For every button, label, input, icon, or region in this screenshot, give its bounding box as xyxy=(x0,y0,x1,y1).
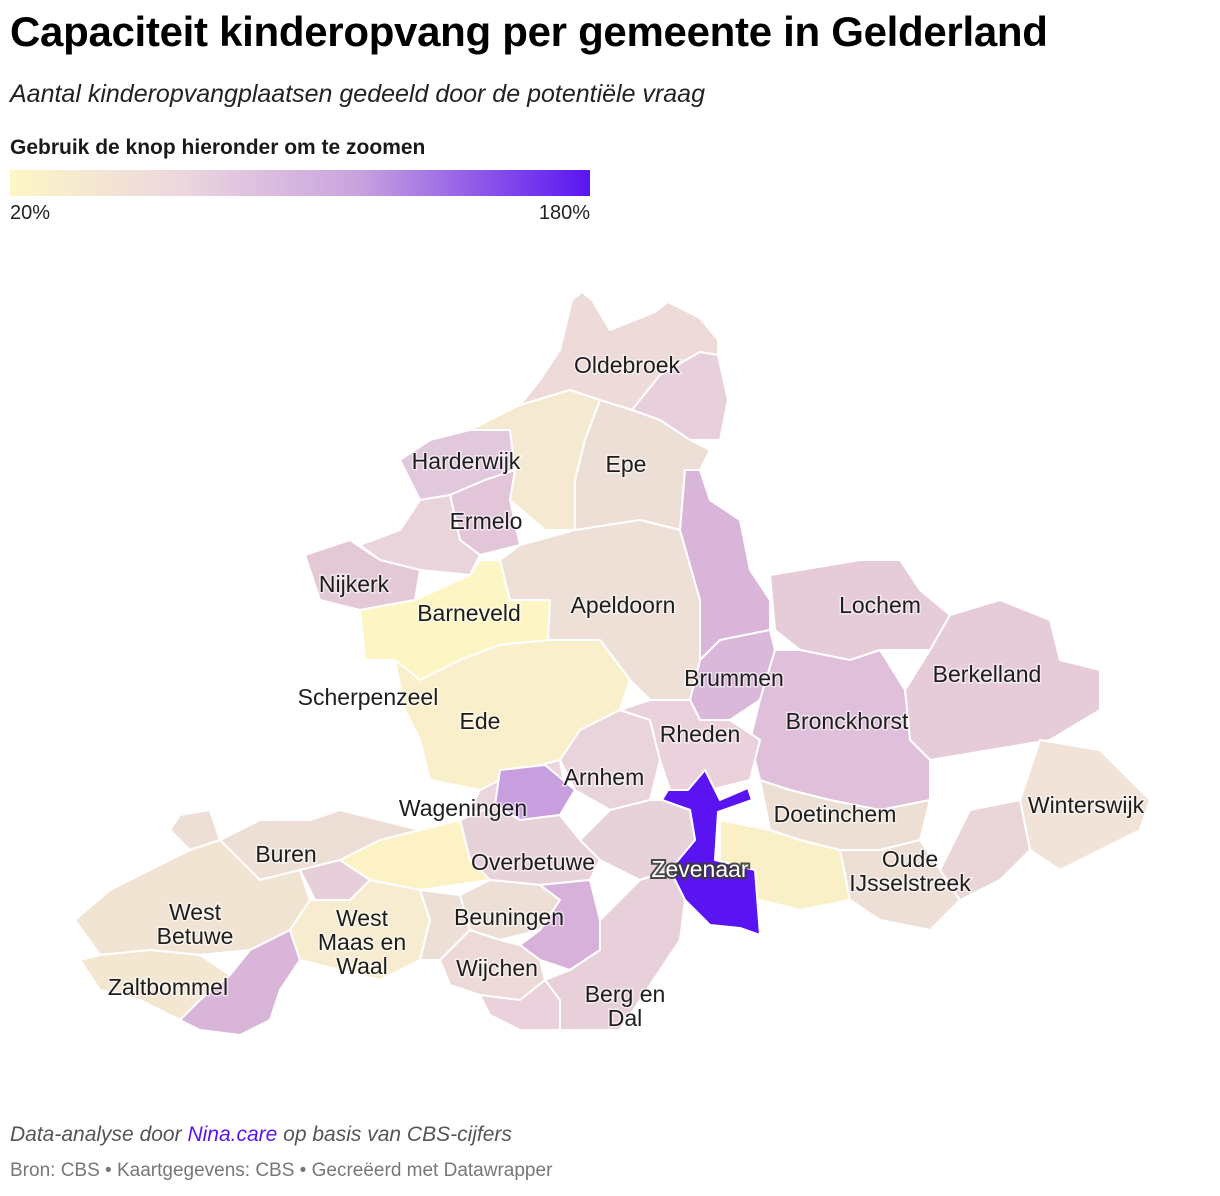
label-oldebroek: Oldebroek xyxy=(574,352,681,378)
gelderland-choropleth-map[interactable]: Oldebroek Harderwijk Epe Ermelo Nijkerk … xyxy=(0,0,1220,1100)
legend-min-label: 20% xyxy=(10,202,51,224)
label-scherpenzeel: Scherpenzeel xyxy=(298,684,439,710)
credit-line: Data-analyse door Nina.care op basis van… xyxy=(10,1123,512,1147)
label-rheden: Rheden xyxy=(660,721,741,747)
credit-prefix: Data-analyse door xyxy=(10,1123,188,1146)
region-nijkerk[interactable] xyxy=(304,539,421,611)
label-beuningen: Beuningen xyxy=(454,904,564,930)
label-berkelland: Berkelland xyxy=(933,661,1042,687)
region-berg-en-dal[interactable] xyxy=(544,869,686,1031)
label-berg-en-dal: Berg en Dal xyxy=(585,981,666,1031)
label-ermelo: Ermelo xyxy=(450,508,523,534)
credit-suffix: op basis van CBS-cijfers xyxy=(277,1123,512,1146)
label-west-betuwe: West Betuwe xyxy=(157,899,234,949)
label-winterswijk: Winterswijk xyxy=(1028,792,1145,818)
label-west-maas-en-waal: West Maas en Waal xyxy=(318,905,406,979)
chart-subtitle: Aantal kinderopvangplaatsen gedeeld door… xyxy=(10,80,705,108)
legend-max-label: 180% xyxy=(538,202,590,224)
label-ede: Ede xyxy=(460,708,501,734)
municipality-shapes xyxy=(74,291,1151,1036)
chart-title: Capaciteit kinderopvang per gemeente in … xyxy=(10,8,1048,55)
label-epe: Epe xyxy=(606,451,647,477)
label-arnhem: Arnhem xyxy=(564,764,645,790)
label-nijkerk: Nijkerk xyxy=(319,571,390,597)
label-apeldoorn: Apeldoorn xyxy=(571,592,676,618)
region-oude-ijsselstreek[interactable] xyxy=(839,839,961,931)
region-voorst[interactable] xyxy=(679,469,771,661)
label-wijchen: Wijchen xyxy=(456,955,538,981)
region-culemborg[interactable] xyxy=(169,809,221,851)
label-zaltbommel: Zaltbommel xyxy=(108,974,228,1000)
label-oude-ijsselstreek: Oude IJsselstreek xyxy=(849,846,971,896)
label-harderwijk: Harderwijk xyxy=(412,448,521,474)
region-nijmegen[interactable] xyxy=(519,879,601,971)
label-zevenaar: Zevenaar xyxy=(651,856,749,882)
label-brummen: Brummen xyxy=(684,665,784,691)
source-line: Bron: CBS • Kaartgegevens: CBS • Gecreëe… xyxy=(10,1160,553,1181)
nina-care-link[interactable]: Nina.care xyxy=(187,1123,278,1146)
label-bronckhorst: Bronckhorst xyxy=(786,708,909,734)
municipality-labels: Oldebroek Harderwijk Epe Ermelo Nijkerk … xyxy=(106,351,1146,1033)
label-lochem: Lochem xyxy=(839,592,921,618)
label-buren: Buren xyxy=(255,841,316,867)
region-lingewaard[interactable] xyxy=(579,799,696,881)
label-doetinchem: Doetinchem xyxy=(774,801,897,827)
legend-title: Gebruik de knop hieronder om te zoomen xyxy=(10,136,426,159)
label-barneveld: Barneveld xyxy=(417,600,521,626)
region-wijchen[interactable] xyxy=(439,929,546,1001)
region-apeldoorn[interactable] xyxy=(499,519,701,701)
color-scale-legend xyxy=(10,170,590,196)
region-rheden[interactable] xyxy=(619,699,761,791)
label-wageningen: Wageningen xyxy=(399,795,527,821)
label-overbetuwe: Overbetuwe xyxy=(471,849,595,875)
